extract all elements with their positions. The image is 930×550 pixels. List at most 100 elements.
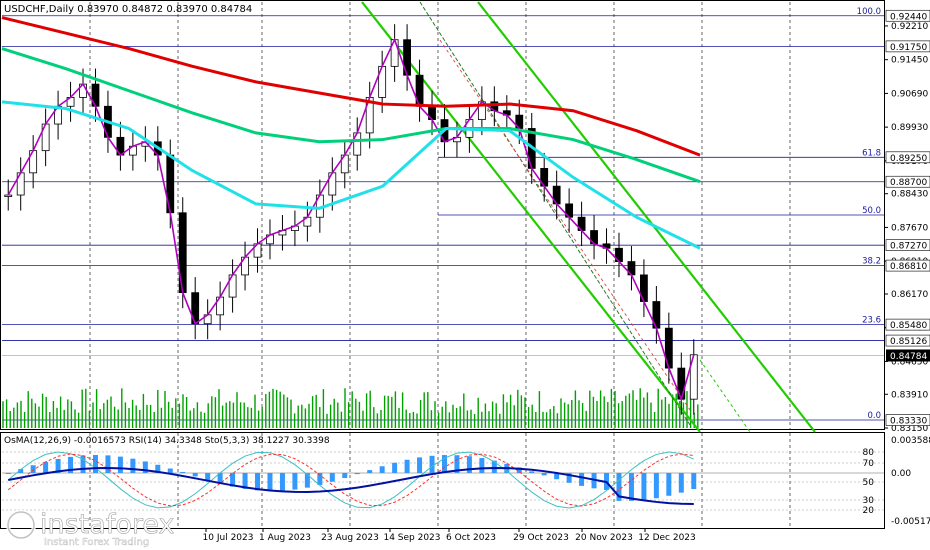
osma-bar — [466, 456, 472, 473]
osma-bar — [566, 473, 572, 483]
level-price-box: 0.89250 — [885, 151, 930, 164]
osma-bar — [479, 458, 485, 473]
price-levels: 100.0 61.8 50.0 38.2 23.6 0.0 — [2, 7, 884, 421]
projection-line — [699, 359, 751, 433]
osma-bar — [92, 455, 98, 473]
price-tick-label: 0.92210 — [891, 22, 928, 32]
level-price-text: 0.83330 — [890, 417, 927, 427]
ema-fast-line — [7, 37, 695, 402]
osma-bar — [68, 456, 74, 473]
osma-bar — [304, 473, 310, 488]
osma-bar — [367, 470, 373, 473]
osc-level-label: 50 — [863, 478, 875, 488]
price-tick-label: 0.90690 — [891, 89, 928, 99]
osma-bar — [392, 462, 398, 473]
osma-bar — [691, 473, 697, 490]
volume-bars — [2, 388, 699, 428]
level-price-text: 0.85480 — [890, 321, 927, 331]
osma-bar — [678, 473, 684, 493]
level-price-text: 0.89250 — [890, 154, 927, 164]
osma-bar — [653, 473, 659, 499]
level-price-box: 0.88700 — [885, 175, 930, 188]
candle-body — [4, 194, 13, 197]
osma-tick-label: -0.0051735 — [891, 517, 930, 527]
indicator-frame — [0, 432, 885, 529]
stochastic-signal-line — [7, 453, 694, 507]
osma-tick-label: 0.00 — [891, 469, 911, 479]
osma-bar — [255, 473, 261, 491]
level-price-box-bg — [885, 334, 930, 347]
date-label: 6 Oct 2023 — [446, 533, 496, 543]
osma-bar — [516, 467, 522, 473]
osma-bar — [18, 469, 24, 473]
osma-bar — [5, 473, 11, 474]
level-price-box-bg — [885, 9, 930, 22]
osma-bar — [329, 473, 335, 482]
osma-bar — [579, 473, 585, 486]
level-price-text: 0.86810 — [890, 262, 927, 272]
level-price-box-bg — [885, 40, 930, 53]
osma-bar — [242, 473, 248, 489]
osma-bar — [317, 473, 323, 485]
osma-bar — [167, 468, 173, 473]
ema-50-line — [1, 100, 701, 250]
date-label: 10 Jul 2023 — [203, 533, 254, 543]
level-price-box-bg — [885, 414, 930, 426]
chart-title: USDCHF,Daily 0.83970 0.84872 0.83970 0.8… — [4, 4, 252, 15]
osma-bar — [105, 455, 111, 473]
date-axis: 10 Jul 2023 1 Aug 2023 23 Aug 2023 14 Sep 2… — [203, 528, 696, 543]
level-price-box-bg — [885, 175, 930, 188]
level-price-box: 0.91750 — [885, 40, 930, 53]
current-price-box — [886, 349, 930, 362]
price-tick-label: 0.84650 — [891, 357, 928, 367]
level-price-text: 0.92440 — [890, 12, 927, 22]
level-price-text: 0.85126 — [890, 337, 927, 347]
osma-bar — [454, 455, 460, 473]
level-price-box-bg — [885, 259, 930, 272]
date-label: 14 Sep 2023 — [383, 533, 440, 543]
fib-label: 0.0 — [867, 411, 881, 421]
level-price-box: 0.87270 — [885, 239, 930, 252]
osc-level-label: 80 — [863, 448, 875, 458]
osma-bar — [404, 459, 410, 473]
price-tick-label: 0.89930 — [891, 123, 928, 133]
osma-bar — [342, 473, 348, 479]
grid-lines — [89, 2, 791, 528]
osma-bar — [205, 473, 211, 481]
price-tick-label: 0.86170 — [891, 290, 928, 300]
osma-bar — [180, 472, 186, 473]
osma-bar — [628, 473, 634, 501]
price-axis: 0.922100.914500.906900.899300.891700.884… — [884, 22, 928, 434]
osma-bar — [491, 460, 497, 473]
fib-label: 61.8 — [862, 148, 881, 158]
instaforex-logo: instaforex Instant Forex Trading — [6, 509, 175, 548]
level-price-box: 0.83330 — [885, 414, 930, 427]
osma-bar — [529, 471, 535, 473]
osma-bar — [43, 461, 49, 473]
current-price-text: 0.84784 — [890, 352, 927, 362]
osma-bar — [666, 473, 672, 496]
price-tick-label: 0.91450 — [891, 56, 928, 66]
channel-line — [361, 1, 701, 433]
level-price-text: 0.87270 — [890, 242, 927, 252]
fib-label: 38.2 — [862, 257, 881, 267]
level-price-text: 0.88700 — [890, 178, 927, 188]
logo-tagline: Instant Forex Trading — [44, 537, 149, 548]
osma-bar — [554, 473, 560, 480]
osma-bar — [616, 473, 622, 501]
ema-144-line — [1, 47, 701, 184]
ema-200-line — [1, 16, 701, 157]
level-price-box: 0.92440 — [885, 9, 930, 22]
osma-bar — [155, 464, 161, 473]
osma-bar — [30, 465, 36, 473]
osma-bar — [279, 473, 285, 491]
date-label: 20 Nov 2023 — [575, 533, 633, 543]
osc-level-label: 70 — [863, 459, 875, 469]
osma-bar — [541, 473, 547, 476]
date-label: 12 Dec 2023 — [638, 533, 696, 543]
fib-label: 100.0 — [857, 7, 881, 17]
osma-bar — [217, 473, 223, 484]
level-price-box-bg — [885, 239, 930, 251]
